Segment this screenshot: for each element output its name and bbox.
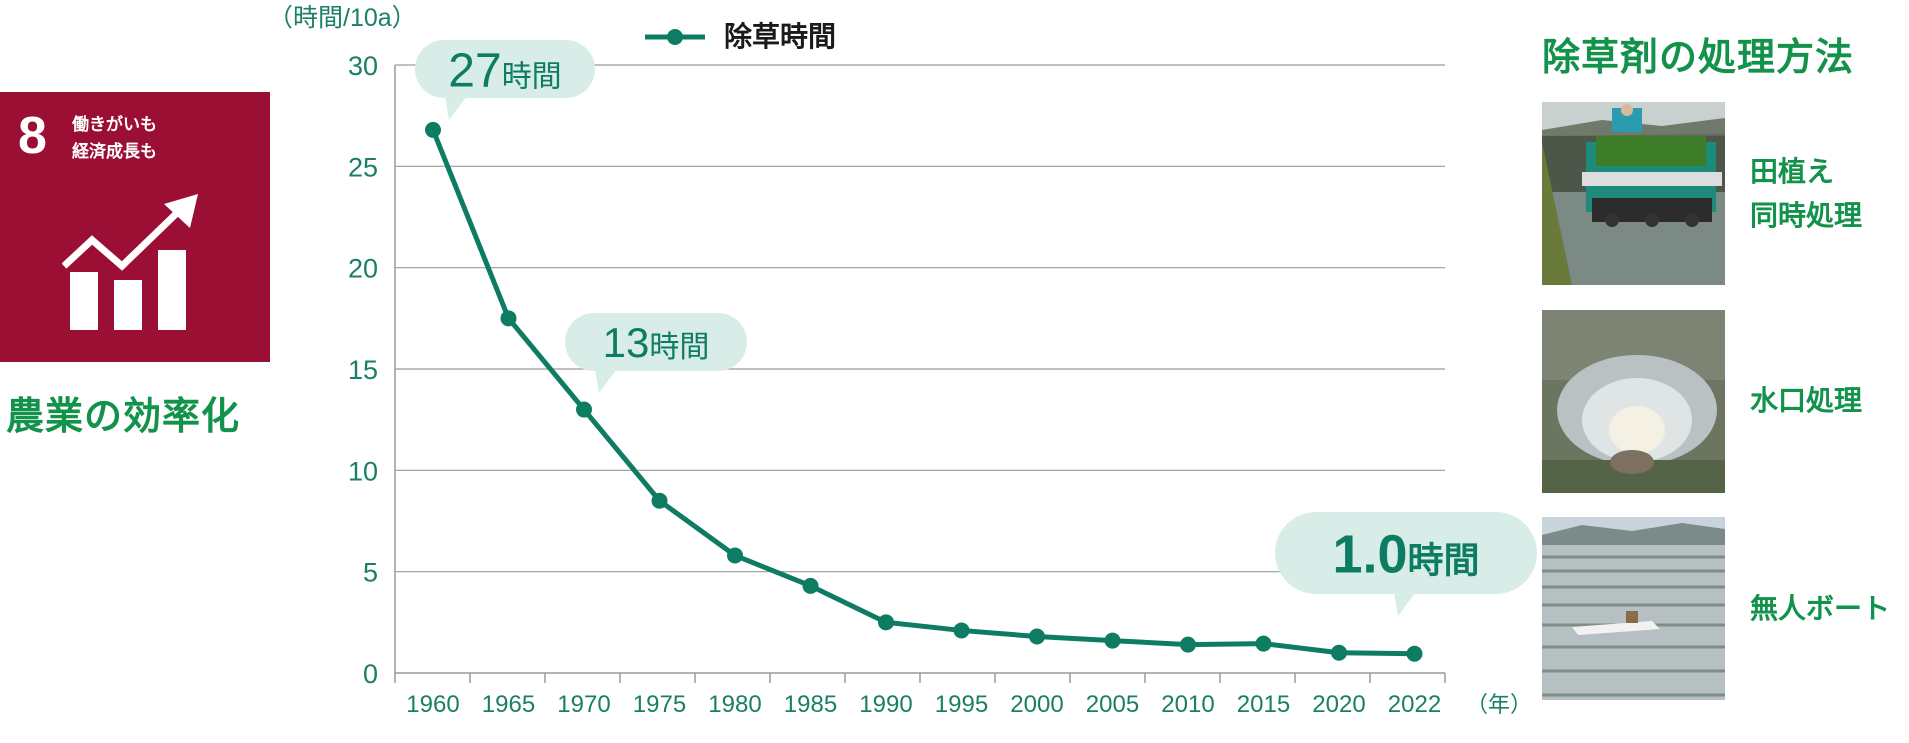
sdg-number: 8 xyxy=(18,107,47,165)
method-label-water-inlet-line1: 水口処理 xyxy=(1750,384,1863,417)
sdg-goal-8-tile: 8 働きがいも 経済成長も xyxy=(0,92,270,362)
method-label-water-inlet: 水口処理 xyxy=(1750,379,1862,423)
data-point xyxy=(1029,628,1045,645)
y-tick-label: 5 xyxy=(363,558,378,588)
callout-unit: 時間 xyxy=(649,331,709,364)
data-point xyxy=(1331,644,1347,661)
x-tick-label: 2015 xyxy=(1237,691,1290,718)
x-tick-label: 1995 xyxy=(935,691,988,718)
data-point xyxy=(425,121,441,138)
y-tick-label: 25 xyxy=(348,152,378,182)
data-point xyxy=(727,547,743,564)
method-label-transplant-line2: 同時処理 xyxy=(1750,199,1863,232)
data-point xyxy=(1255,635,1272,652)
method-label-boat-line1: 無人ボート xyxy=(1750,592,1891,625)
callout-shape xyxy=(1275,512,1537,594)
water-inlet-photo xyxy=(1542,310,1725,493)
sdg-goal-text-line2: 経済成長も xyxy=(72,142,157,162)
x-tick-label: 2022 xyxy=(1388,691,1441,718)
data-point xyxy=(953,622,970,639)
callout-unit: 時間 xyxy=(502,60,562,93)
chart-axes: 0 5 10 15 20 25 30 1960 1965 1970 1975 1980 1985 1990… xyxy=(348,51,1446,718)
y-tick-label: 10 xyxy=(348,456,378,486)
callout-text: 1.0時間 xyxy=(1332,524,1479,584)
callout-value: 27 xyxy=(448,44,501,97)
series-line xyxy=(430,128,1415,657)
data-point xyxy=(878,614,894,631)
y-tick-label: 15 xyxy=(348,355,378,385)
x-tick-label: 1985 xyxy=(784,691,837,718)
callout-tail xyxy=(445,96,467,120)
unmanned-boat-photo xyxy=(1542,517,1725,700)
callout-bubble: 1.0時間 xyxy=(1275,512,1537,616)
callout-text: 27時間 xyxy=(448,44,561,97)
x-tick-label: 1980 xyxy=(708,691,761,718)
y-tick-label: 20 xyxy=(348,254,378,284)
callout-bubble: 27時間 xyxy=(415,40,595,120)
y-tick-label: 30 xyxy=(348,51,378,81)
callout-value: 13 xyxy=(603,319,650,366)
x-tick-label: 1965 xyxy=(482,691,535,718)
method-label-transplant-line1: 田植え xyxy=(1750,155,1835,188)
sdg-goal-text: 働きがいも 経済成長も xyxy=(72,112,222,166)
x-tick-label: 2000 xyxy=(1010,691,1063,718)
data-point xyxy=(802,577,819,594)
callout-shape xyxy=(565,313,747,371)
data-point xyxy=(1406,645,1423,662)
x-tick-label: 1990 xyxy=(859,691,912,718)
data-point xyxy=(576,401,592,418)
chart-grid xyxy=(395,64,1445,573)
callout-unit: 時間 xyxy=(1408,539,1480,580)
growth-chart-arrow-icon xyxy=(62,194,198,330)
callout-tail xyxy=(1394,592,1416,616)
data-point xyxy=(500,310,517,327)
callout-value: 1.0 xyxy=(1332,524,1407,584)
methods-title: 除草剤の処理方法 xyxy=(1542,35,1855,79)
x-tick-label: 2010 xyxy=(1161,691,1214,718)
x-tick-label: 1970 xyxy=(557,691,610,718)
chart-legend: 除草時間 xyxy=(645,20,836,53)
callout-shape xyxy=(415,40,595,98)
x-tick-label: 1975 xyxy=(633,691,686,718)
data-point xyxy=(1104,632,1121,649)
y-tick-label: 0 xyxy=(363,659,378,689)
y-axis-label: （時間/10a） xyxy=(268,4,417,32)
legend-label: 除草時間 xyxy=(724,20,836,53)
callout-text: 13時間 xyxy=(603,319,710,366)
rice-transplanter-photo xyxy=(1542,102,1725,285)
method-label-boat: 無人ボート xyxy=(1750,587,1890,631)
data-point xyxy=(1180,636,1196,653)
method-label-transplant: 田植え 同時処理 xyxy=(1750,150,1862,238)
x-axis-label: （年） xyxy=(1466,692,1532,717)
sdg-caption: 農業の効率化 xyxy=(6,394,241,438)
sdg-goal-text-line1: 働きがいも xyxy=(72,115,157,135)
callout-tail xyxy=(595,369,617,393)
legend-marker xyxy=(667,29,683,45)
x-tick-label: 1960 xyxy=(406,691,459,718)
x-tick-label: 2005 xyxy=(1086,691,1139,718)
chart-series xyxy=(425,121,1423,662)
callout-bubble: 13時間 xyxy=(565,313,747,393)
x-tick-label: 2020 xyxy=(1312,691,1365,718)
data-point xyxy=(651,492,668,509)
